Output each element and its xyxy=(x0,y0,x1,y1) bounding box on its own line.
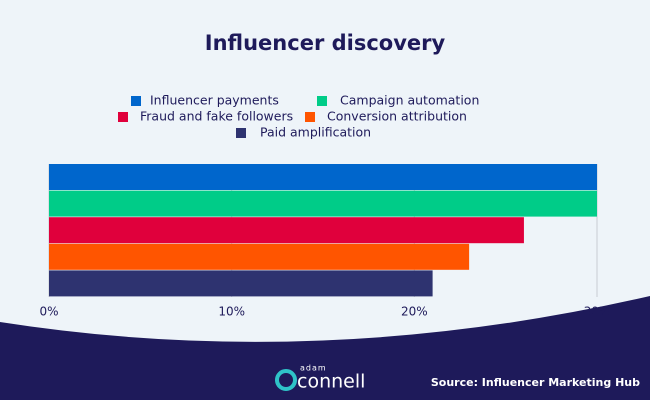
legend-swatch xyxy=(131,96,141,106)
bar xyxy=(49,243,470,270)
footer-band xyxy=(0,296,650,400)
legend-label: Campaign automation xyxy=(340,93,479,108)
legend-swatch xyxy=(118,112,128,122)
x-tick-label: 20% xyxy=(401,305,428,319)
bar xyxy=(49,217,524,244)
chart-title: Influencer discovery xyxy=(205,31,446,55)
legend-label: Fraud and fake followers xyxy=(140,109,293,124)
plot: 0% 10% 20% 30% Influencer payments Campaign a… xyxy=(39,93,610,319)
logo: connell xyxy=(297,371,365,393)
x-tick-label: 30% xyxy=(584,305,611,319)
legend-swatch xyxy=(305,112,315,122)
x-tick-label: 10% xyxy=(218,305,245,319)
legend-label: Influencer payments xyxy=(150,93,279,108)
bar xyxy=(49,164,597,190)
bar xyxy=(49,190,597,217)
x-tick-label: 0% xyxy=(39,305,58,319)
logo-icon xyxy=(275,369,297,391)
source: Source: Influencer Marketing Hub xyxy=(431,376,640,389)
bar xyxy=(49,270,433,297)
logo-small: adam xyxy=(300,364,327,373)
legend-label: Paid amplification xyxy=(260,125,371,140)
legend-swatch xyxy=(317,96,327,106)
legend-swatch xyxy=(236,128,246,138)
legend-label: Conversion attribution xyxy=(327,109,467,124)
